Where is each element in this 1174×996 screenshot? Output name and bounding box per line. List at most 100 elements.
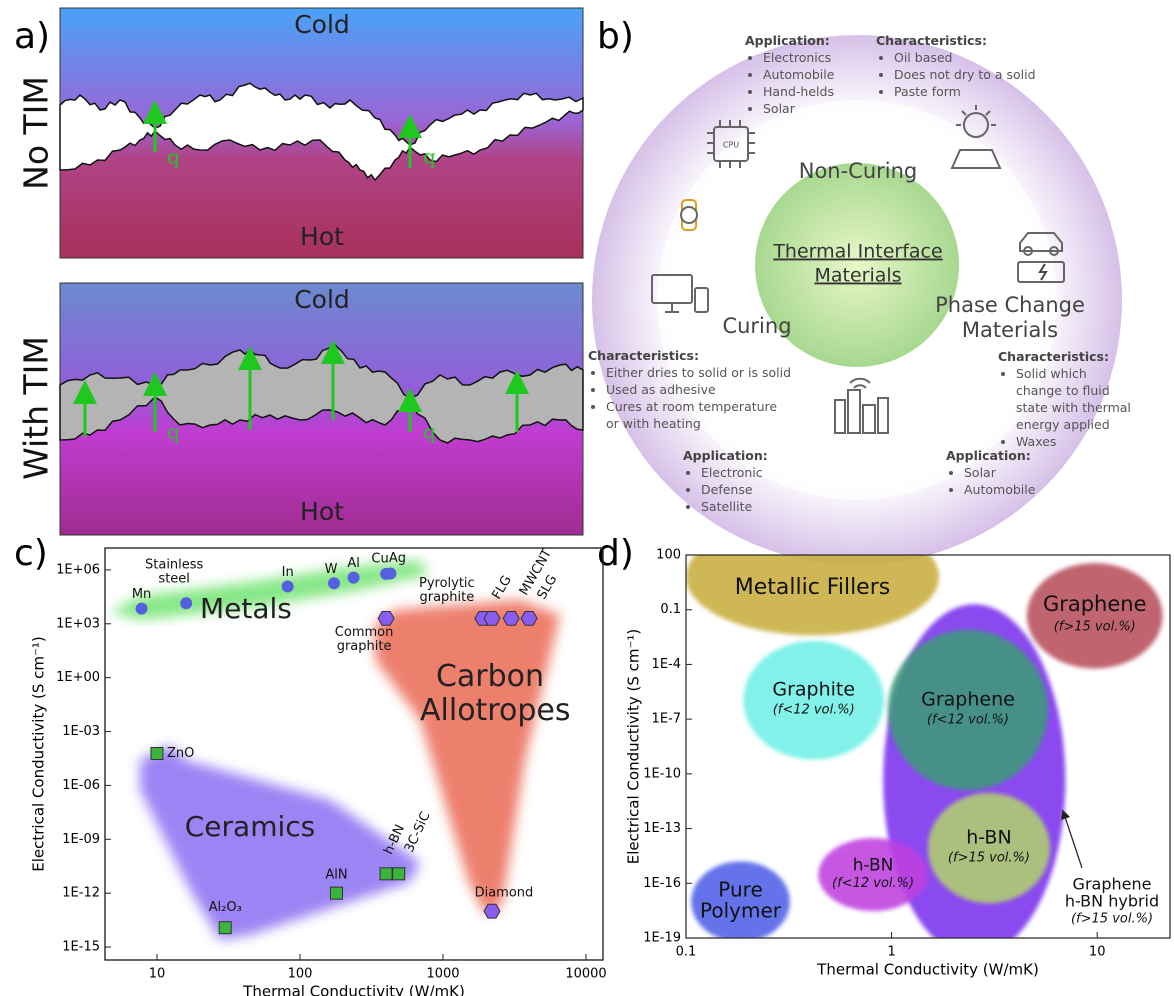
point	[503, 612, 519, 626]
point-label: Diamond	[475, 886, 534, 901]
x-tick-label: 10000	[565, 967, 606, 982]
point	[180, 597, 192, 609]
block-item: Solid which change to fluid state with t…	[1016, 365, 1133, 433]
y-tick-label: 1E-03	[62, 724, 100, 739]
flux-label: q	[423, 145, 436, 169]
region-label: h-BN	[966, 827, 1011, 849]
flux-label: q	[167, 420, 180, 444]
block-item: Either dries to solid or is solid	[606, 364, 793, 381]
point-label: Ag	[389, 551, 406, 566]
figure-canvas: a) b) c) d) CPU Non-Curing Thermal Inter…	[0, 0, 1174, 996]
block-item: Satellite	[701, 498, 793, 515]
category-label: Curing	[722, 314, 791, 338]
x-tick-label: 0.1	[676, 945, 697, 960]
y-tick-label: 1E-7	[652, 712, 681, 727]
block-list: SolarAutomobile	[946, 464, 1066, 498]
block-heading: Application:	[683, 447, 793, 464]
point-label: In	[282, 565, 294, 580]
y-tick-label: 100	[656, 548, 681, 563]
block-item: Cures at room temperature or with heatin…	[606, 398, 793, 432]
point	[330, 887, 342, 899]
region-label: (f>15 vol.%)	[1054, 619, 1136, 634]
region	[1027, 563, 1163, 668]
region-label: Graphite	[772, 679, 855, 701]
block-list: Solid which change to fluid state with t…	[998, 365, 1133, 450]
x-axis-label: Thermal Conductivity (W/mK)	[816, 961, 1039, 979]
point-label: graphite	[419, 590, 474, 605]
block-list: ElectronicsAutomobileHand-heldsSolar	[745, 49, 875, 117]
block-item: Solar	[763, 100, 875, 117]
point	[521, 612, 537, 626]
point-label: Common	[335, 625, 394, 640]
y-tick-label: 1E-12	[62, 886, 100, 901]
panel-label: c)	[14, 533, 48, 574]
point-label: Stainless	[145, 558, 204, 573]
block-item: Used as adhesive	[606, 381, 793, 398]
y-tick-label: 1E-09	[62, 832, 100, 847]
point	[378, 612, 394, 626]
x-tick-label: 1000	[426, 967, 459, 982]
point	[282, 580, 294, 592]
point	[380, 868, 392, 880]
region-label: (f<12 vol.%)	[832, 876, 914, 891]
side-label: No TIM	[17, 76, 56, 190]
region-label: Polymer	[700, 899, 782, 923]
panel-label: a)	[14, 16, 50, 57]
point-label: ZnO	[167, 746, 194, 761]
flux-label: q	[167, 145, 180, 169]
block-item: Solar	[964, 464, 1066, 481]
region-label: Cold	[294, 285, 350, 314]
point-label: Pyrolytic	[419, 576, 475, 591]
block-list: Oil basedDoes not dry to a solidPaste fo…	[876, 49, 1056, 100]
y-tick-label: 1E-15	[62, 940, 100, 955]
point	[136, 603, 148, 615]
region-label: Hot	[300, 497, 344, 526]
text-block: Characteristics:Oil basedDoes not dry to…	[876, 32, 1056, 100]
region-label: Hot	[300, 222, 344, 251]
y-tick-label: 0.1	[660, 602, 681, 617]
block-heading: Application:	[946, 447, 1066, 464]
point-label: Cu	[371, 551, 388, 566]
block-list: ElectronicDefenseSatellite	[683, 464, 793, 515]
x-tick-label: 10	[149, 967, 166, 982]
block-item: Electronics	[763, 49, 875, 66]
point-label: 3C-SiC	[402, 810, 434, 855]
point-label: steel	[158, 572, 189, 587]
region-label: (f<12 vol.%)	[927, 712, 1009, 727]
point	[151, 747, 163, 759]
block-item: Defense	[701, 481, 793, 498]
y-tick-label: 1E-06	[62, 778, 100, 793]
y-tick-label: 1E+00	[56, 670, 100, 685]
block-heading: Characteristics:	[998, 348, 1133, 365]
point-label: Mn	[132, 587, 151, 602]
region-label: Graphene	[1043, 592, 1147, 616]
point	[393, 868, 405, 880]
block-item: Automobile	[763, 66, 875, 83]
side-label: With TIM	[17, 336, 56, 480]
center-label: Materials	[814, 265, 901, 287]
text-block: Characteristics:Either dries to solid or…	[588, 347, 793, 432]
text-block: Application:SolarAutomobile	[946, 447, 1066, 498]
point-label: graphite	[337, 639, 392, 654]
point	[484, 612, 500, 626]
panel-label: b)	[597, 16, 634, 57]
block-item: Does not dry to a solid	[894, 66, 1056, 83]
y-tick-label: 1E-13	[643, 821, 681, 836]
block-item: Hand-helds	[763, 83, 875, 100]
annotation-arrow	[1064, 814, 1082, 868]
region-label: Graphene	[921, 688, 1015, 710]
point	[328, 577, 340, 589]
point-label: FLG	[489, 573, 514, 602]
region-label: (f>15 vol.%)	[1071, 911, 1153, 926]
text-block: Application:ElectronicsAutomobileHand-he…	[745, 32, 875, 117]
category-label: Materials	[962, 318, 1058, 342]
text-block: Application:ElectronicDefenseSatellite	[683, 447, 793, 515]
region-label: h-BN	[853, 856, 894, 876]
y-tick-label: 1E-19	[643, 931, 681, 946]
point	[219, 922, 231, 934]
category-label: Phase Change	[935, 293, 1085, 317]
point-label: AlN	[325, 868, 347, 883]
y-axis-label: Electrical Conductivity (S cm⁻¹)	[30, 636, 48, 872]
center-label: Thermal Interface	[772, 241, 942, 263]
block-item: Electronic	[701, 464, 793, 481]
